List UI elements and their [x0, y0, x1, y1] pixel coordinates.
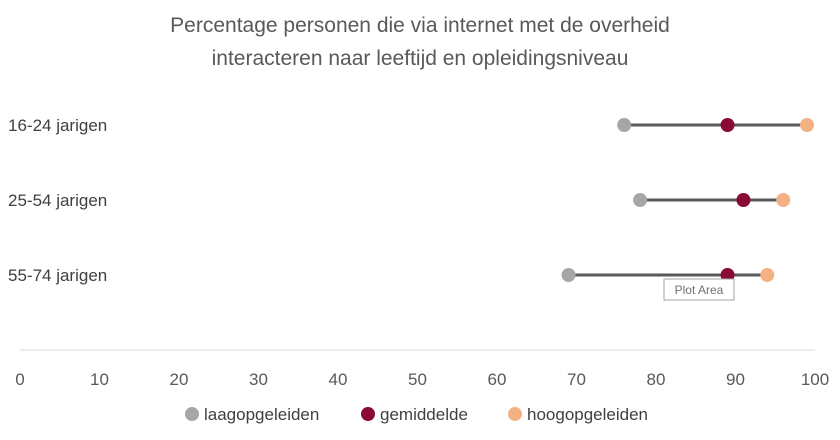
x-tick-label: 50 [408, 370, 427, 389]
x-tick-label: 70 [567, 370, 586, 389]
legend-marker-hoogopgeleiden [508, 407, 522, 421]
data-point-hoogopgeleiden[interactable] [776, 193, 791, 207]
chart-title-line-1: Percentage personen die via internet met… [170, 14, 670, 37]
x-tick-label: 100 [801, 370, 829, 389]
category-label: 55-74 jarigen [8, 266, 107, 285]
x-tick-label: 20 [170, 370, 189, 389]
data-point-laagopgeleiden[interactable] [617, 118, 632, 132]
tooltip-box [663, 278, 735, 301]
legend-label-laagopgeleiden: laagopgeleiden [204, 405, 319, 424]
tooltip-label: Plot Area [675, 283, 724, 297]
x-axis-ticks: 0 10 20 30 40 50 60 70 80 90 100 [15, 370, 829, 389]
legend-label-gemiddelde: gemiddelde [380, 405, 468, 424]
chart-title-line-2: interacteren naar leeftijd en opleidings… [212, 47, 629, 70]
data-point-laagopgeleiden[interactable] [561, 268, 576, 282]
x-tick-label: 0 [15, 370, 24, 389]
category-label: 25-54 jarigen [8, 191, 107, 210]
x-tick-label: 80 [647, 370, 666, 389]
category-label: 16-24 jarigen [8, 116, 107, 135]
data-point-gemiddelde[interactable] [720, 118, 735, 132]
x-tick-label: 10 [90, 370, 109, 389]
x-tick-label: 40 [329, 370, 348, 389]
x-tick-label: 60 [488, 370, 507, 389]
legend-label-hoogopgeleiden: hoogopgeleiden [527, 405, 648, 424]
data-point-gemiddelde[interactable] [736, 193, 751, 207]
legend-marker-gemiddelde [361, 407, 375, 421]
legend-marker-laagopgeleiden [185, 407, 199, 421]
x-tick-label: 30 [249, 370, 268, 389]
legend: laagopgeleiden gemiddelde hoogopgeleiden [185, 405, 648, 424]
plot-area[interactable]: 16-24 jarigen 25-54 jarigen 55-74 jarigen [8, 116, 815, 285]
data-point-hoogopgeleiden[interactable] [760, 268, 775, 282]
data-point-hoogopgeleiden[interactable] [800, 118, 815, 132]
plot-area-tooltip: Plot Area [663, 278, 735, 301]
x-tick-label: 90 [726, 370, 745, 389]
data-point-laagopgeleiden[interactable] [633, 193, 648, 207]
